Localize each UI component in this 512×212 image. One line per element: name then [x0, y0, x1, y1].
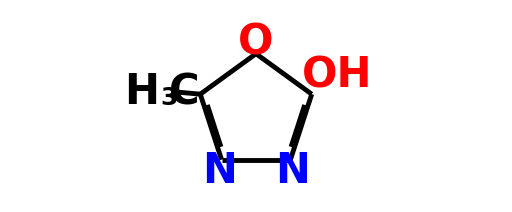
Text: 3: 3: [161, 86, 178, 110]
Text: C: C: [169, 71, 200, 113]
Text: O: O: [238, 21, 274, 63]
Text: H: H: [124, 71, 159, 113]
Text: N: N: [202, 150, 237, 192]
Text: N: N: [275, 150, 310, 192]
Text: OH: OH: [302, 54, 372, 96]
